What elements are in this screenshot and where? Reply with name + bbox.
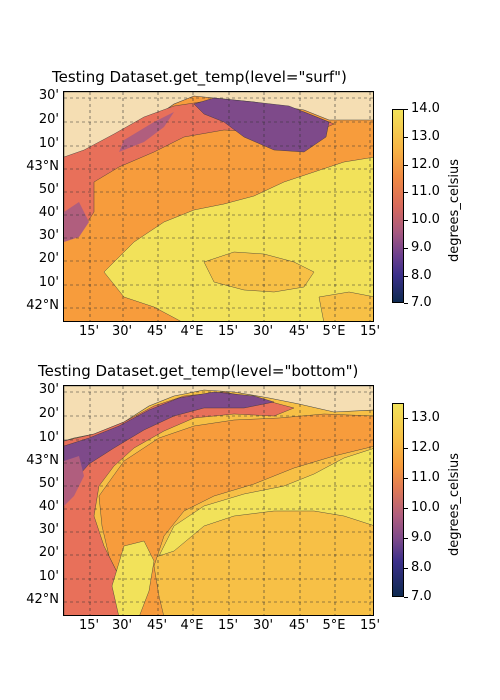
map-plot-area[interactable] bbox=[63, 385, 374, 616]
lat-label: 40' bbox=[38, 205, 59, 220]
purple-contour-band bbox=[64, 391, 275, 497]
lon-label: 45' bbox=[288, 618, 310, 633]
lat-label: 20' bbox=[38, 406, 59, 421]
lon-label: 30' bbox=[252, 618, 274, 633]
lat-label: 40' bbox=[38, 499, 59, 514]
lat-label: 10' bbox=[38, 430, 59, 445]
colorbar-tickmark bbox=[404, 597, 408, 598]
lon-label: 15' bbox=[217, 618, 239, 633]
lat-label: 42°N bbox=[26, 592, 59, 607]
colorbar-tick-label: 10.0 bbox=[411, 212, 440, 227]
lon-label: 4°E bbox=[180, 618, 204, 633]
lon-label: 30' bbox=[252, 324, 274, 339]
bottom-map-panel: Testing Dataset.get_temp(level="bottom") bbox=[0, 0, 500, 633]
colorbar-tick-label: 7.0 bbox=[411, 295, 432, 310]
purple-contour-band bbox=[193, 97, 330, 153]
colorbar-tickmark bbox=[404, 248, 408, 249]
colorbar-tickmark bbox=[404, 137, 408, 138]
lon-label: 45' bbox=[146, 618, 168, 633]
map-title: Testing Dataset.get_temp(level="surf") bbox=[52, 68, 347, 86]
lon-label: 15' bbox=[359, 324, 381, 339]
colorbar bbox=[392, 109, 404, 303]
lon-label: 45' bbox=[288, 324, 310, 339]
light-orange-patch-east bbox=[318, 291, 373, 321]
yellow-contour-band bbox=[158, 448, 373, 557]
colorbar-tickmark bbox=[404, 478, 408, 479]
lat-label: 30' bbox=[38, 382, 59, 397]
lat-label: 42°N bbox=[26, 298, 59, 313]
lon-label: 15' bbox=[78, 324, 100, 339]
land-coast bbox=[64, 386, 373, 442]
colorbar-tick-label: 8.0 bbox=[411, 268, 432, 283]
lon-label: 15' bbox=[78, 618, 100, 633]
colorbar-tickmark bbox=[404, 418, 408, 419]
yellow-west-patch bbox=[111, 540, 155, 615]
colorbar-tickmark bbox=[404, 303, 408, 304]
lon-label: 30' bbox=[111, 324, 133, 339]
lon-label: 15' bbox=[359, 618, 381, 633]
lat-label: 30' bbox=[38, 228, 59, 243]
lat-label: 30' bbox=[38, 522, 59, 537]
lon-label: 4°E bbox=[180, 324, 204, 339]
colorbar bbox=[392, 403, 404, 597]
lat-label: 50' bbox=[38, 476, 59, 491]
lat-label: 10' bbox=[38, 275, 59, 290]
mauve-west-band bbox=[64, 202, 89, 242]
lat-label: 43°N bbox=[26, 159, 59, 174]
lat-label: 20' bbox=[38, 545, 59, 560]
map-plot-area[interactable] bbox=[63, 91, 374, 322]
lat-label: 20' bbox=[38, 251, 59, 266]
colorbar-tickmark bbox=[404, 109, 408, 110]
colorbar-tick-label: 13.0 bbox=[411, 410, 440, 425]
lon-label: 30' bbox=[111, 618, 133, 633]
colorbar-tickmark bbox=[404, 276, 408, 277]
lat-label: 50' bbox=[38, 182, 59, 197]
lon-label: 45' bbox=[146, 324, 168, 339]
graticule bbox=[64, 386, 373, 615]
surface-temperature-map bbox=[64, 92, 373, 321]
lat-label: 20' bbox=[38, 112, 59, 127]
lat-label: 30' bbox=[38, 88, 59, 103]
graticule bbox=[64, 92, 373, 321]
lon-label: 15' bbox=[217, 324, 239, 339]
bottom-temperature-map bbox=[64, 386, 373, 615]
colorbar-tick-label: 11.0 bbox=[411, 184, 440, 199]
colorbar-tickmark bbox=[404, 448, 408, 449]
colorbar-tick-label: 11.0 bbox=[411, 470, 440, 485]
colorbar-tickmark bbox=[404, 220, 408, 221]
colorbar-tick-label: 12.0 bbox=[411, 440, 440, 455]
colorbar-tick-label: 9.0 bbox=[411, 240, 432, 255]
lat-label: 10' bbox=[38, 569, 59, 584]
colorbar-tickmark bbox=[404, 568, 408, 569]
surface-map-panel: Testing Dataset.get_temp(level="surf") bbox=[0, 0, 500, 339]
colorbar-tick-label: 10.0 bbox=[411, 500, 440, 515]
lat-label: 10' bbox=[38, 136, 59, 151]
colorbar-tick-label: 13.0 bbox=[411, 129, 440, 144]
colorbar-tick-label: 9.0 bbox=[411, 530, 432, 545]
colorbar-tickmark bbox=[404, 508, 408, 509]
lon-label: 5°E bbox=[322, 324, 346, 339]
colorbar-tickmark bbox=[404, 538, 408, 539]
colorbar-tick-label: 8.0 bbox=[411, 560, 432, 575]
colorbar-label: degrees_celsius bbox=[447, 453, 462, 556]
colorbar-tick-label: 7.0 bbox=[411, 589, 432, 604]
lon-label: 5°E bbox=[322, 618, 346, 633]
map-title: Testing Dataset.get_temp(level="bottom") bbox=[38, 362, 359, 380]
colorbar-tickmark bbox=[404, 165, 408, 166]
lat-label: 43°N bbox=[26, 453, 59, 468]
colorbar-tickmark bbox=[404, 192, 408, 193]
orange-contour-band bbox=[64, 106, 373, 321]
colorbar-tick-label: 12.0 bbox=[411, 157, 440, 172]
mauve-west-band bbox=[64, 456, 84, 506]
colorbar-tick-label: 14.0 bbox=[411, 101, 440, 116]
